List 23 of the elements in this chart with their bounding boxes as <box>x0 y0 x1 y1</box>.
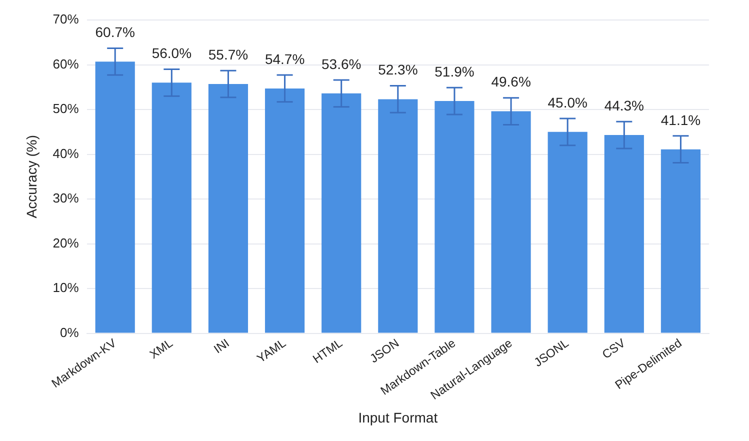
y-axis-title: Accuracy (%) <box>23 135 40 218</box>
y-tick-label: 10% <box>52 280 80 296</box>
text: 49.6% <box>491 74 531 90</box>
text: 60.7% <box>95 24 135 40</box>
text: 41.1% <box>660 112 701 128</box>
y-tick-label: 40% <box>52 146 80 161</box>
y-tick-label: 0% <box>60 324 80 340</box>
text: 55.7% <box>208 46 248 62</box>
text: 52.3% <box>378 62 418 78</box>
x-tick-label: INI <box>211 336 232 356</box>
x-tick-label: XML <box>147 336 176 362</box>
text: 45.0% <box>548 94 588 110</box>
y-tick-label: 70% <box>52 12 80 27</box>
x-axis-title: Input Format <box>358 409 438 426</box>
y-tick-label: 60% <box>52 56 80 72</box>
y-tick-label: 20% <box>52 235 80 250</box>
text: 44.3% <box>604 97 644 114</box>
text: 51.9% <box>434 63 474 80</box>
text: 54.7% <box>264 50 305 67</box>
y-tick-label: 50% <box>52 101 80 116</box>
text: 53.6% <box>321 56 362 72</box>
y-tick-label: 30% <box>52 190 80 206</box>
text: 56.0% <box>152 45 192 62</box>
